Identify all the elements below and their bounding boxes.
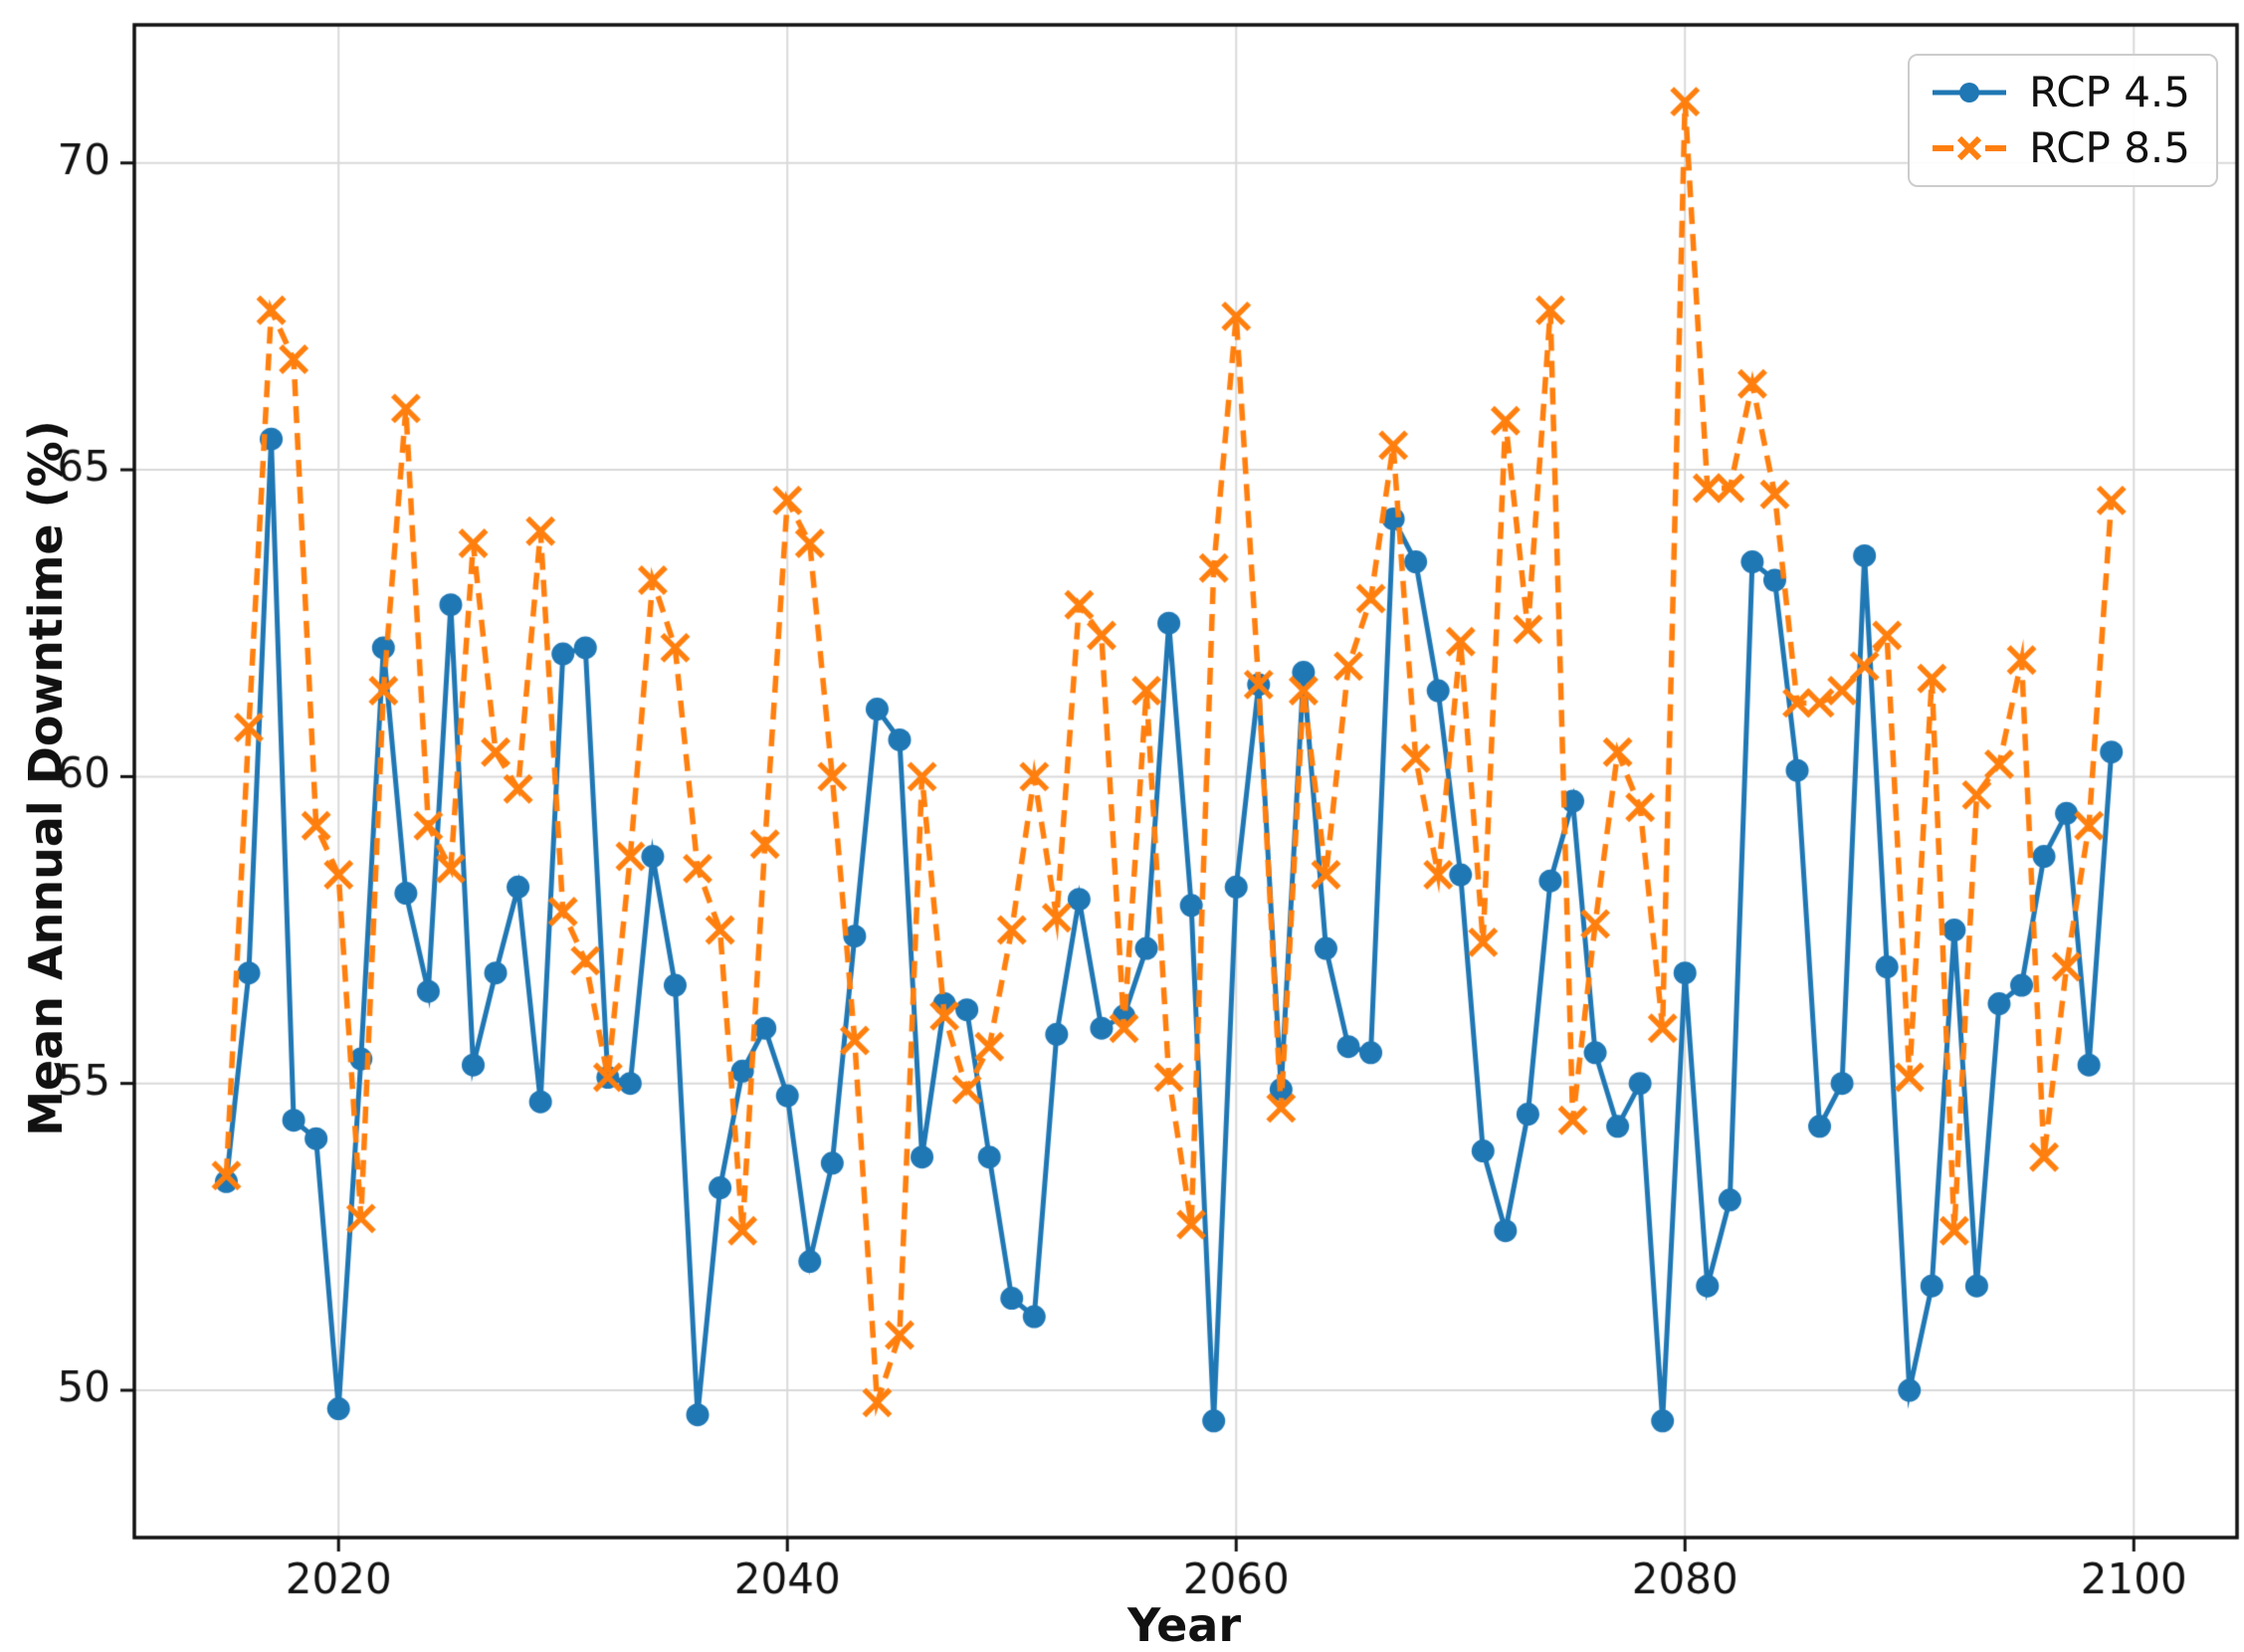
legend-dashed-x-swatch xyxy=(1933,135,2007,161)
y-axis-label: Mean Annual Downtime (%) xyxy=(19,420,73,1136)
legend-item-rcp85: RCP 8.5 xyxy=(1930,127,2190,169)
legend-solid-circle-swatch xyxy=(1933,83,2007,103)
legend-label-rcp85: RCP 8.5 xyxy=(2029,123,2190,172)
x-axis-label: Year xyxy=(1126,1598,1242,1652)
legend-item-rcp45: RCP 4.5 xyxy=(1930,72,2190,113)
legend: RCP 4.5 RCP 8.5 xyxy=(1908,54,2218,187)
legend-label-rcp45: RCP 4.5 xyxy=(2029,68,2190,116)
